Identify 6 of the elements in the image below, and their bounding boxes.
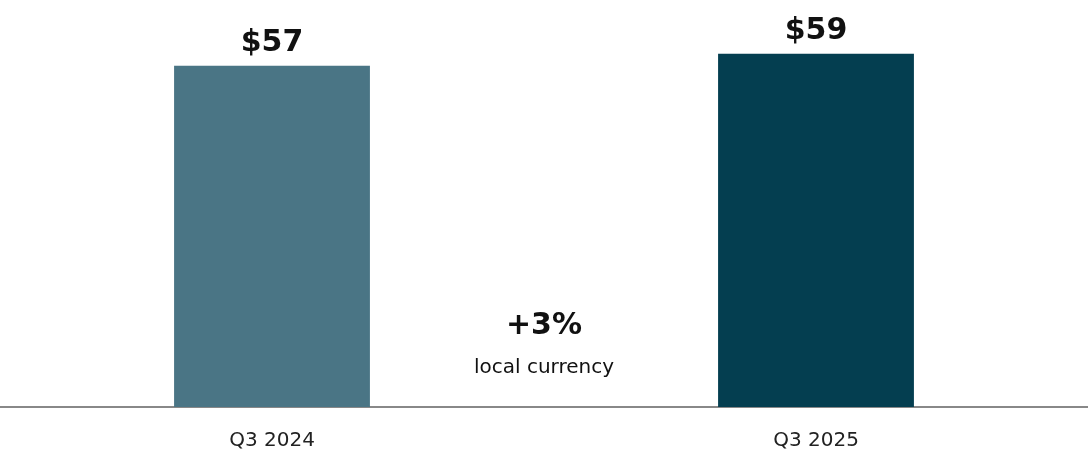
- annotation: +3%: [505, 305, 583, 341]
- annotation: local currency: [473, 354, 615, 378]
- data-label: $57: [240, 23, 304, 59]
- data-label: $59: [784, 11, 848, 47]
- x-tick-label: Q3 2024: [229, 427, 315, 451]
- x-tick-label: Q3 2025: [773, 427, 859, 451]
